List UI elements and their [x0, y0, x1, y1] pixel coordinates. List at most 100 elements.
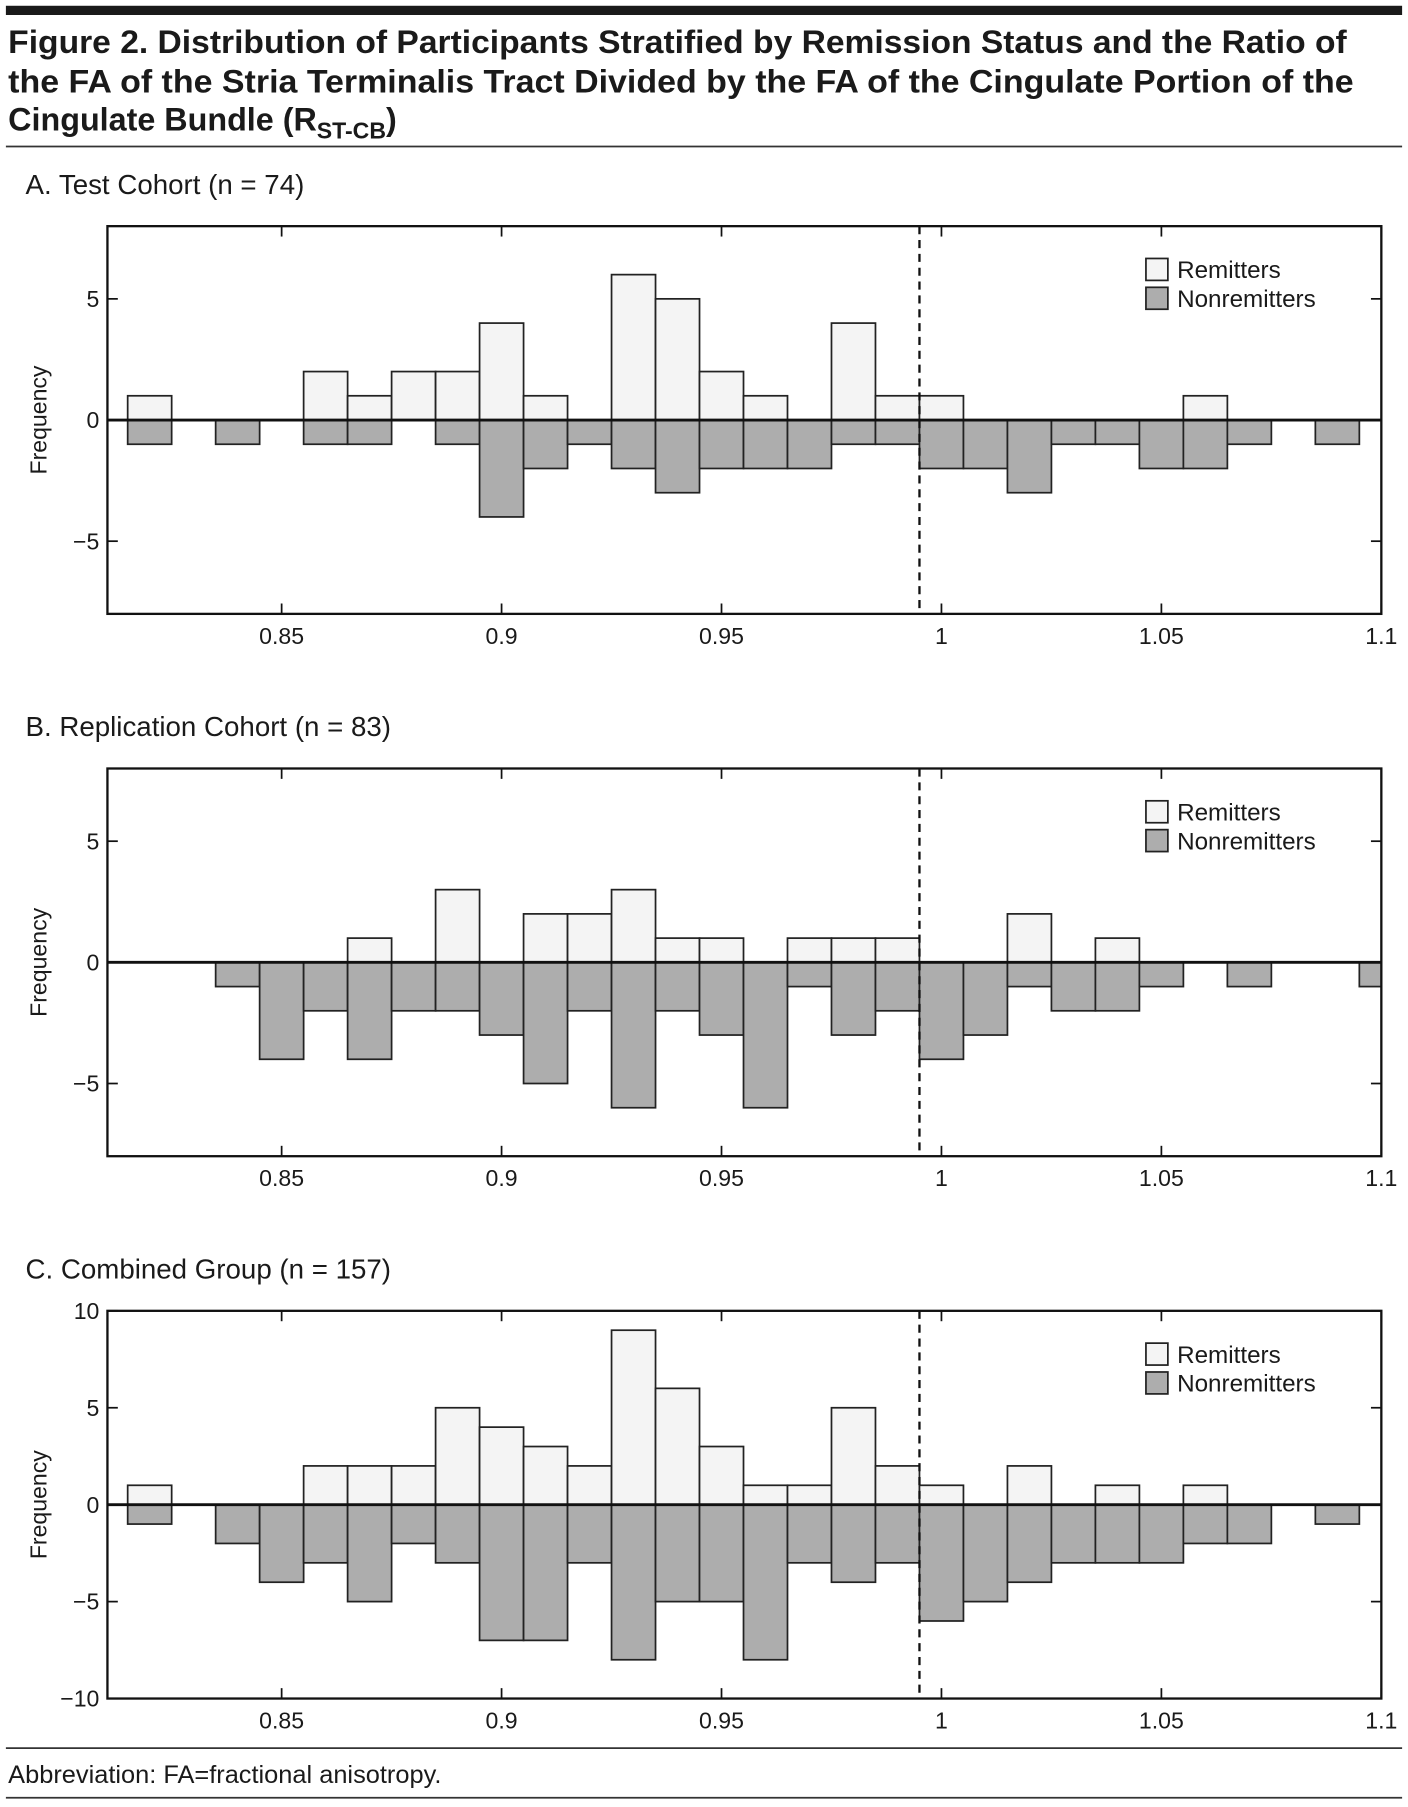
nonremitters-bar-1.00 — [918, 1503, 965, 1622]
remitters-bar-0.86 — [302, 1465, 349, 1506]
remitters-bar-1.04 — [1094, 1484, 1141, 1506]
remitters-bar-0.87 — [346, 394, 393, 421]
x-tick-label: 0.9 — [486, 1165, 518, 1191]
nonremitters-bar-0.98 — [830, 419, 877, 446]
nonremitters-bar-1.07 — [1226, 1503, 1273, 1545]
nonremitters-bar-0.96 — [742, 1503, 789, 1661]
remitters-bar-0.97 — [786, 937, 833, 964]
y-tick-label: 5 — [87, 828, 100, 854]
nonremitters-bar-1.07 — [1226, 419, 1273, 446]
remitters-bar-1.00 — [918, 1484, 965, 1506]
nonremitters-bar-0.92 — [566, 961, 613, 1012]
legend-label: Nonremitters — [1177, 1371, 1316, 1398]
x-tick-label: 0.85 — [259, 1708, 304, 1734]
panel-c: C. Combined Group (n = 157) 0.85 0.9 0.95 1 1… — [25, 1254, 1397, 1734]
x-tick-label: 1.1 — [1365, 623, 1397, 649]
nonremitters-swatch — [1145, 1371, 1169, 1395]
nonremitters-bar-1.07 — [1226, 961, 1273, 988]
nonremitters-bar-1.04 — [1094, 419, 1141, 446]
nonremitters-bar-0.85 — [258, 1503, 305, 1584]
nonremitters-bar-0.97 — [786, 961, 833, 988]
nonremitters-bar-1.05 — [1138, 1503, 1185, 1564]
nonremitters-bar-1.01 — [962, 961, 1009, 1036]
nonremitters-bar-0.90 — [478, 1503, 525, 1642]
remitters-bar-1.06 — [1182, 394, 1229, 421]
remitters-bar-0.98 — [830, 1406, 877, 1506]
nonremitters-bar-0.91 — [522, 961, 569, 1085]
legend-label: Nonremitters — [1177, 828, 1316, 855]
nonremitters-bar-0.82 — [126, 419, 173, 446]
y-tick-label: −5 — [73, 528, 99, 554]
nonremitters-bar-0.94 — [654, 419, 701, 494]
nonremitters-bar-0.94 — [654, 961, 701, 1012]
x-tick-label: 1.05 — [1139, 1165, 1184, 1191]
nonremitters-bar-0.99 — [874, 961, 921, 1012]
x-tick-label: 0.9 — [486, 623, 518, 649]
x-tick-label: 0.95 — [699, 623, 744, 649]
remitters-bar-0.98 — [830, 322, 877, 421]
nonremitters-bar-0.96 — [742, 961, 789, 1109]
remitters-bar-0.91 — [522, 913, 569, 964]
title-line-1: Figure 2. Distribution of Participants S… — [8, 24, 1347, 60]
x-tick-label: 0.85 — [259, 1165, 304, 1191]
nonremitters-bar-0.99 — [874, 419, 921, 446]
y-tick-label: −5 — [73, 1071, 99, 1097]
nonremitters-bar-0.91 — [522, 419, 569, 470]
nonremitters-bar-0.88 — [390, 961, 437, 1012]
y-tick-label: 5 — [87, 1395, 100, 1421]
nonremitters-bar-0.86 — [302, 961, 349, 1012]
nonremitters-bar-0.90 — [478, 419, 525, 518]
remitters-bar-1.06 — [1182, 1484, 1229, 1506]
y-tick-label: 5 — [87, 286, 100, 312]
title-line-2: the FA of the Stria Terminalis Tract Div… — [8, 63, 1353, 99]
remitters-bar-0.91 — [522, 1445, 569, 1506]
nonremitters-bar-0.90 — [478, 961, 525, 1036]
nonremitters-bar-0.84 — [214, 419, 261, 446]
nonremitters-bar-0.93 — [610, 1503, 657, 1661]
y-tick-label: 10 — [74, 1298, 100, 1324]
bars — [126, 1329, 1361, 1661]
nonremitters-bar-1.03 — [1050, 1503, 1097, 1564]
remitters-bar-0.93 — [610, 273, 657, 421]
nonremitters-bar-0.93 — [610, 961, 657, 1109]
bars — [214, 888, 1382, 1109]
remitters-bar-1.00 — [918, 394, 965, 421]
remitters-bar-0.96 — [742, 1484, 789, 1506]
remitters-bar-1.02 — [1006, 1465, 1053, 1506]
nonremitters-bar-0.98 — [830, 961, 877, 1036]
nonremitters-bar-0.89 — [434, 1503, 481, 1564]
x-tick-label: 0.95 — [699, 1708, 744, 1734]
nonremitters-bar-1.03 — [1050, 961, 1097, 1012]
nonremitters-bar-1.01 — [962, 419, 1009, 470]
y-axis-label: Frequency — [25, 907, 51, 1016]
panel-a: A. Test Cohort (n = 74) 0.85 0.9 0.95 1 1.05 1… — [25, 169, 1397, 649]
remitters-bar-0.95 — [698, 937, 745, 964]
legend-label: Nonremitters — [1177, 286, 1316, 313]
x-tick-label: 0.85 — [259, 623, 304, 649]
nonremitters-bar-1.09 — [1314, 1503, 1361, 1525]
y-tick-label: 0 — [87, 949, 100, 975]
nonremitters-bar-1.09 — [1314, 419, 1361, 446]
nonremitters-bar-0.87 — [346, 419, 393, 446]
nonremitters-bar-0.94 — [654, 1503, 701, 1603]
nonremitters-bar-0.82 — [126, 1503, 173, 1525]
nonremitters-bar-0.95 — [698, 1503, 745, 1603]
remitters-bar-0.94 — [654, 937, 701, 964]
remitters-bar-0.93 — [610, 888, 657, 964]
title-line-3: Cingulate Bundle (RST-CB) — [8, 101, 397, 143]
remitters-bar-0.82 — [126, 394, 173, 421]
remitters-bar-0.94 — [654, 297, 701, 421]
x-tick-label: 0.95 — [699, 1165, 744, 1191]
nonremitters-bar-0.95 — [698, 961, 745, 1036]
x-tick-label: 1.05 — [1139, 1708, 1184, 1734]
nonremitters-bar-0.87 — [346, 961, 393, 1061]
panel-title: B. Replication Cohort (n = 83) — [26, 711, 392, 742]
remitters-bar-0.95 — [698, 1445, 745, 1506]
nonremitters-bar-0.99 — [874, 1503, 921, 1564]
remitters-swatch — [1145, 1342, 1169, 1366]
nonremitters-bar-0.88 — [390, 1503, 437, 1545]
x-tick-label: 1 — [935, 623, 948, 649]
